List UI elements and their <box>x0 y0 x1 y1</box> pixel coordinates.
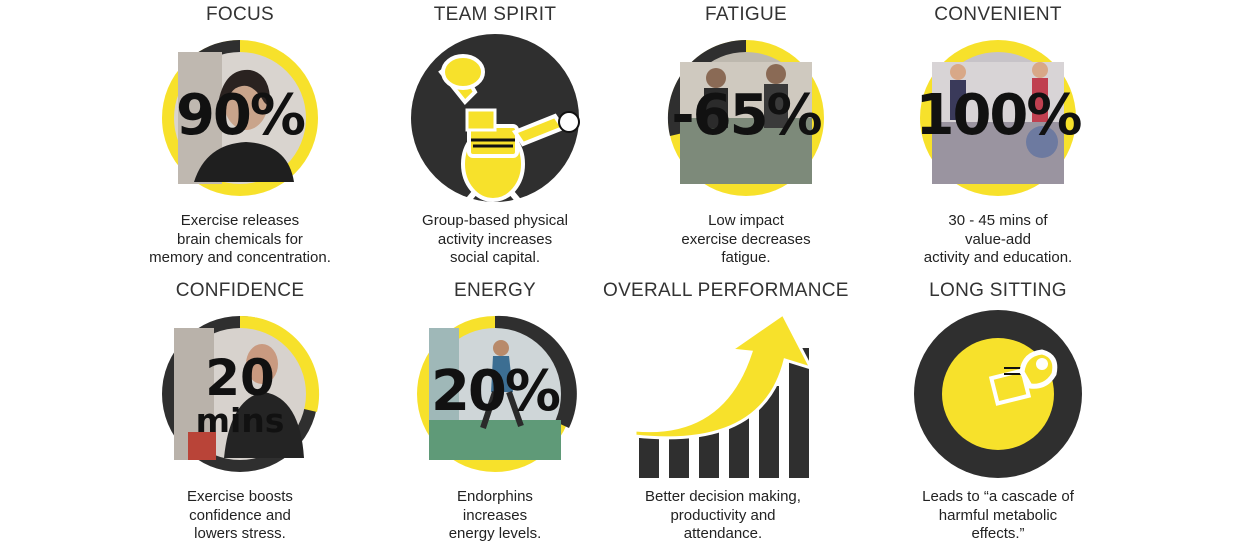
tile-team-spirit: TEAM SPIRIT Group-based physical activity… <box>375 4 615 268</box>
tile-title: ENERGY <box>453 280 537 301</box>
tile-description: 30 - 45 mins of value-add activity and edu… <box>923 212 1073 266</box>
tile-confidence: CONFIDENCE 20 mins Exercise boosts confid… <box>120 280 360 544</box>
tile-energy: ENERGY 20% Endorphins increases energy lev… <box>375 280 615 544</box>
tile-title: FATIGUE <box>705 4 787 25</box>
confidence-ring: 20 mins <box>154 308 326 480</box>
convenient-photo-icon <box>920 40 1076 196</box>
tile-fatigue: FATIGUE -65% Low impact exercise decrease… <box>626 4 866 268</box>
tile-overall-performance: OVERALL PERFORMANCE Better decision maki… <box>603 280 849 544</box>
focus-ring: 90% <box>154 32 326 204</box>
tile-title: CONVENIENT <box>934 4 1062 25</box>
fatigue-photo-icon <box>667 39 824 196</box>
energy-photo-icon <box>417 315 577 472</box>
tile-description: Endorphins increases energy levels. <box>448 488 542 542</box>
tile-description: Exercise boosts confidence and lowers stre… <box>187 488 293 542</box>
tile-description: Better decision making, productivity and a… <box>645 488 801 542</box>
tile-title: CONFIDENCE <box>175 280 305 301</box>
sitting-mascot-icon <box>914 310 1082 478</box>
focus-photo-icon <box>162 40 318 196</box>
confidence-stat: 20 <box>205 349 275 407</box>
long-sitting-ring <box>912 308 1084 480</box>
tile-title: FOCUS <box>206 4 274 25</box>
performance-graphic <box>613 308 833 480</box>
growth-arrow-bar-chart-icon <box>633 311 814 478</box>
convenient-ring: 100% <box>912 32 1084 204</box>
tile-description: Low impact exercise decreases fatigue. <box>681 212 811 266</box>
focus-stat: 90% <box>175 83 306 148</box>
convenient-stat: 100% <box>915 83 1082 148</box>
tile-description: Group-based physical activity increases so… <box>422 212 568 266</box>
team-spirit-ring <box>409 32 581 204</box>
tile-description: Leads to “a cascade of harmful metabolic e… <box>922 488 1074 542</box>
tile-title: OVERALL PERFORMANCE <box>603 280 849 301</box>
energy-ring: 20% <box>409 308 581 480</box>
fatigue-stat: -65% <box>671 83 822 148</box>
tile-description: Exercise releases brain chemicals for memo… <box>149 212 331 266</box>
tile-title: TEAM SPIRIT <box>433 4 557 25</box>
fatigue-ring: -65% <box>660 32 832 204</box>
tile-long-sitting: LONG SITTING Leads to “a cascade of harmf… <box>878 280 1118 544</box>
confidence-photo-icon <box>162 315 320 472</box>
tile-convenient: CONVENIENT 100% 30 - 45 mins of value-add… <box>878 4 1118 268</box>
confidence-stat-unit: mins <box>195 401 285 440</box>
tile-title: LONG SITTING <box>929 280 1067 301</box>
team-spirit-mascot-icon <box>411 34 580 204</box>
energy-stat: 20% <box>430 359 561 424</box>
tile-focus: FOCUS 90% Exercise releases brain chemica… <box>120 4 360 268</box>
